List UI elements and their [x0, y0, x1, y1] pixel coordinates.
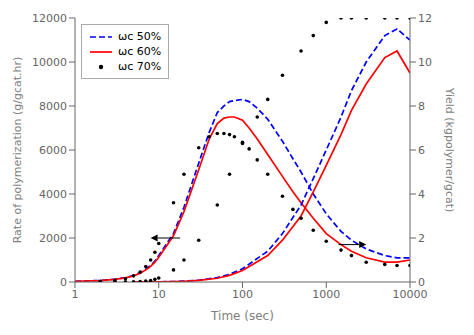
svg-text:4: 4: [418, 188, 425, 201]
svg-text:10: 10: [152, 288, 166, 301]
html-text:ωc 60%: ωc 60%: [118, 45, 162, 58]
svg-text:Yield (kgpolymer/gcat): Yield (kgpolymer/gcat): [443, 87, 456, 213]
svg-text:12: 12: [418, 12, 432, 25]
svg-text:6: 6: [418, 144, 425, 157]
svg-text:12000: 12000: [32, 12, 67, 25]
svg-text:2: 2: [418, 232, 425, 245]
svg-text:8000: 8000: [39, 100, 67, 113]
svg-text:6000: 6000: [39, 144, 67, 157]
svg-text:1: 1: [72, 288, 79, 301]
svg-text:1000: 1000: [312, 288, 340, 301]
svg-text:0: 0: [60, 276, 67, 289]
svg-text:4000: 4000: [39, 188, 67, 201]
svg-text:Rate of polymerization (g/gcat: Rate of polymerization (g/gcat.hr): [11, 57, 24, 244]
svg-text:0: 0: [418, 276, 425, 289]
svg-text:8: 8: [418, 100, 425, 113]
svg-text:10000: 10000: [32, 56, 67, 69]
html-text:ωc 70%: ωc 70%: [118, 60, 162, 73]
html-text:ωc 50%: ωc 50%: [118, 30, 162, 43]
svg-text:10: 10: [418, 56, 432, 69]
svg-text:10000: 10000: [393, 288, 428, 301]
svg-text:100: 100: [232, 288, 253, 301]
svg-text:2000: 2000: [39, 232, 67, 245]
svg-text:Time (sec): Time (sec): [210, 309, 274, 323]
